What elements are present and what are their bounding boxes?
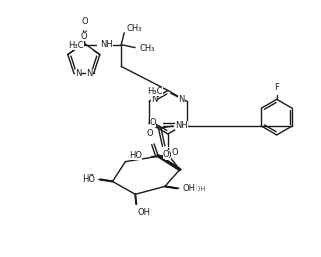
Text: •••OH: •••OH xyxy=(183,186,205,192)
Text: N: N xyxy=(75,69,81,78)
Text: CH₃: CH₃ xyxy=(126,24,142,33)
Text: N: N xyxy=(86,69,93,78)
Text: N: N xyxy=(178,95,185,104)
Text: HO: HO xyxy=(82,174,95,183)
Text: O: O xyxy=(81,17,88,26)
Text: CH₃: CH₃ xyxy=(139,44,155,53)
Text: OH: OH xyxy=(137,208,150,217)
Text: O: O xyxy=(162,150,169,159)
Text: HO: HO xyxy=(82,175,95,184)
Text: NH: NH xyxy=(175,121,187,130)
Text: NH: NH xyxy=(100,40,113,49)
Text: O: O xyxy=(150,117,156,126)
Text: H₃C: H₃C xyxy=(68,41,84,50)
Text: OH: OH xyxy=(185,184,198,193)
Text: HO: HO xyxy=(129,151,142,160)
Text: F: F xyxy=(274,83,279,93)
Text: OH: OH xyxy=(183,184,196,193)
Text: N: N xyxy=(151,95,157,104)
Text: O: O xyxy=(172,148,178,157)
Text: O: O xyxy=(165,151,171,160)
Text: O: O xyxy=(147,129,153,138)
Text: O: O xyxy=(81,32,87,41)
Text: H₃C: H₃C xyxy=(148,87,163,96)
